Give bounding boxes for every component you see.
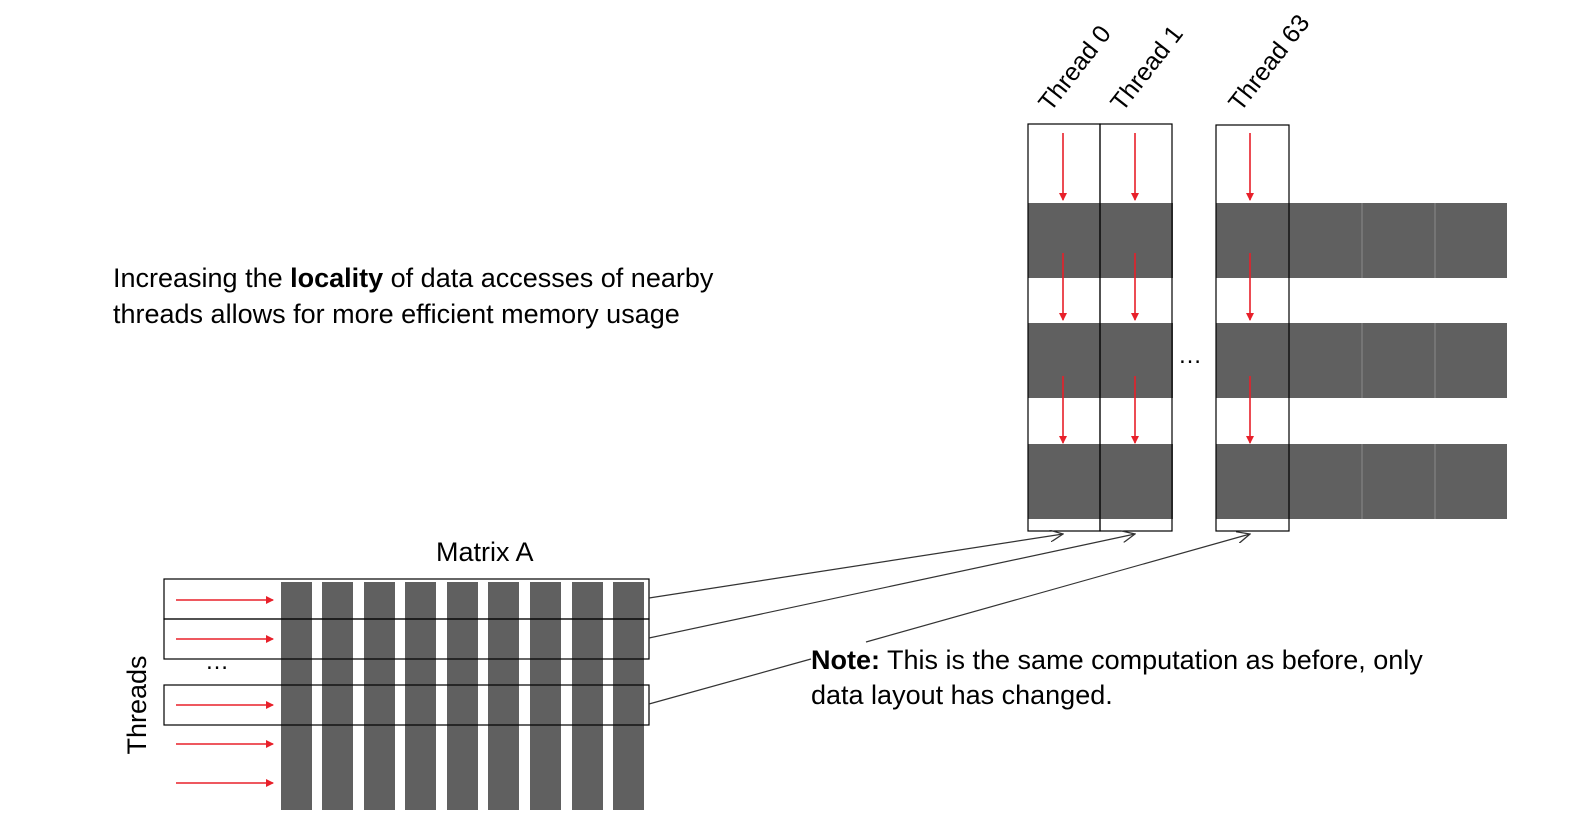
matrix-column <box>364 582 395 810</box>
matrix-rows-ellipsis: … <box>205 648 230 675</box>
row-access-arrows <box>176 596 274 787</box>
matrix-column <box>613 582 644 810</box>
matrix-column <box>572 582 603 810</box>
locality-emphasis: locality <box>290 263 384 293</box>
description-text: Increasing the locality of data accesses… <box>113 260 713 332</box>
matrix-column <box>488 582 519 810</box>
thread-row-outlines <box>163 578 650 726</box>
thread-row-outline <box>163 618 650 660</box>
matrix-column <box>530 582 561 810</box>
matrix-a-columns <box>281 582 644 810</box>
note-text: Note: This is the same computation as be… <box>811 643 1423 713</box>
description-line1-end: of data accesses of nearby <box>383 263 714 293</box>
note-line2: data layout has changed. <box>811 680 1113 710</box>
note-line1: This is the same computation as before, … <box>880 645 1423 675</box>
matrix-title: Matrix A <box>436 537 534 567</box>
connector-arrow <box>648 534 1063 599</box>
thread-columns-ellipsis: … <box>1178 342 1203 369</box>
thread-column-outline <box>1215 124 1290 532</box>
threads-axis-label: Threads <box>122 655 152 755</box>
column-access-arrows <box>1059 133 1254 444</box>
matrix-column <box>322 582 353 810</box>
connector-arrow <box>648 534 1135 639</box>
connector-arrows <box>648 534 1250 705</box>
connector-arrow <box>648 658 812 705</box>
connector-arrow <box>865 534 1250 643</box>
description-line1-start: Increasing the <box>113 263 291 293</box>
note-label: Note: <box>811 645 880 675</box>
matrix-column <box>447 582 478 810</box>
matrix-a <box>163 578 650 810</box>
description-line2: threads allows for more efficient memory… <box>113 299 680 329</box>
matrix-column <box>405 582 436 810</box>
thread-row-outline <box>163 684 650 726</box>
transposed-layout <box>1027 123 1507 532</box>
matrix-column <box>281 582 312 810</box>
